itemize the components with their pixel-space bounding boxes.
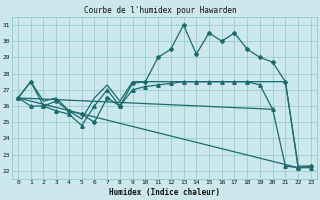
X-axis label: Humidex (Indice chaleur): Humidex (Indice chaleur) bbox=[109, 188, 220, 197]
Text: Courbe de l'humidex pour Hawarden: Courbe de l'humidex pour Hawarden bbox=[84, 6, 236, 15]
